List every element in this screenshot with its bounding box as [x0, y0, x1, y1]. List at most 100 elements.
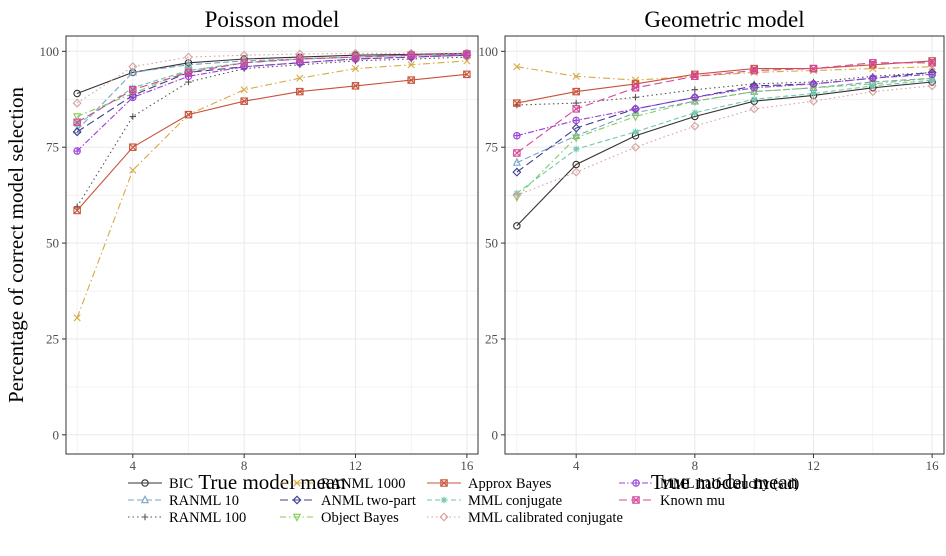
- data-point-mml-calibrated-conjugate: [128, 62, 138, 72]
- data-point-approx-bayes: [184, 110, 193, 119]
- data-point-approx-bayes: [463, 70, 471, 79]
- series-line-mml-calibrated-conjugate: [516, 85, 933, 196]
- data-point-bic: [513, 222, 521, 230]
- legend-item: Approx Bayes: [427, 476, 552, 492]
- data-point-known-mu: [513, 149, 521, 157]
- series-line-ranml-1000: [516, 66, 933, 81]
- data-point-approx-bayes: [129, 143, 137, 151]
- legend-marker: [440, 479, 448, 487]
- data-point-ranml-1000: [572, 72, 580, 80]
- legend-label: RANML 10: [169, 493, 239, 509]
- data-point-anml-two-part: [512, 167, 522, 177]
- legend-label: Known mu: [660, 493, 725, 509]
- data-point-ranml-100: [73, 203, 81, 210]
- x-axis-title: True model mean: [198, 470, 346, 494]
- data-point-anml-two-part: [72, 127, 82, 137]
- data-point-mml-calibrated-conjugate: [690, 121, 700, 131]
- legend-item: MML calibrated conjugate: [427, 510, 623, 526]
- y-tick-label: 75: [46, 140, 59, 155]
- legend-marker: [292, 513, 302, 522]
- data-point-mml-half-cauchy-s-d: [296, 59, 304, 67]
- x-tick-label: 4: [130, 458, 137, 473]
- legend-label: Object Bayes: [321, 510, 399, 526]
- legend-label: BIC: [169, 476, 193, 492]
- data-point-mml-calibrated-conjugate: [927, 81, 937, 91]
- data-point-ranml-1000: [296, 74, 304, 82]
- data-point-approx-bayes: [240, 97, 248, 105]
- data-point-known-mu: [691, 72, 699, 81]
- legend-marker: [632, 479, 640, 487]
- series-line-mml-half-cauchy-s-d: [516, 73, 933, 137]
- data-point-mml-conjugate: [632, 128, 639, 136]
- x-tick-label: 16: [926, 458, 940, 473]
- x-tick-label: 8: [241, 458, 248, 473]
- series-line-approx-bayes: [76, 73, 467, 211]
- data-point-approx-bayes: [296, 87, 304, 96]
- data-point-known-mu: [631, 84, 640, 92]
- data-point-ranml-1000: [351, 65, 360, 73]
- data-point-mml-conjugate: [129, 84, 137, 91]
- data-point-known-mu: [463, 50, 471, 58]
- data-point-mml-conjugate: [73, 121, 81, 128]
- data-point-mml-conjugate: [691, 109, 699, 116]
- data-point-mml-calibrated-conjugate: [295, 49, 305, 59]
- x-tick-label: 4: [573, 458, 580, 473]
- y-tick-label: 100: [479, 44, 499, 59]
- legend-label: MML half-Cauchy (s.d): [660, 476, 799, 492]
- legend-item: MML conjugate: [427, 493, 562, 509]
- legend-item: RANML 100: [128, 510, 246, 526]
- series-line-ranml-1000: [76, 60, 467, 319]
- legend-marker: [141, 479, 149, 487]
- legend-marker: [439, 512, 449, 522]
- series-line-approx-bayes: [516, 60, 933, 104]
- data-point-mml-half-cauchy-s-d: [513, 131, 521, 140]
- legend-marker: [632, 496, 640, 504]
- data-point-approx-bayes: [407, 76, 415, 84]
- data-point-mml-calibrated-conjugate: [809, 96, 818, 106]
- panel-poisson: 4 8 12 16 0 25 50 75 100 Poisson model True model …: [4, 7, 479, 494]
- legend-label: RANML 100: [169, 510, 246, 526]
- plot-background: [505, 36, 944, 454]
- series-line-ranml-10: [76, 53, 467, 131]
- x-tick-label: 12: [349, 458, 362, 473]
- data-point-known-mu: [73, 118, 81, 127]
- series-line-bic: [516, 81, 933, 227]
- series-line-bic: [76, 52, 467, 95]
- legend-item: MML half-Cauchy (s.d): [619, 476, 799, 492]
- data-point-known-mu: [869, 59, 877, 67]
- legend-marker: [440, 496, 448, 504]
- data-point-mml-half-cauchy-s-d: [809, 80, 818, 88]
- panel-geometric: 4 8 12 16 0 25 50 75 100 Geometric model True mode…: [479, 7, 945, 494]
- series-line-ranml-100: [516, 71, 933, 106]
- panel-border: [504, 35, 945, 455]
- data-point-mml-conjugate: [928, 76, 936, 84]
- data-point-ranml-10: [128, 67, 137, 76]
- data-point-mml-half-cauchy-s-d: [572, 116, 580, 125]
- data-point-mml-calibrated-conjugate: [631, 142, 640, 152]
- data-point-approx-bayes: [351, 82, 360, 90]
- y-tick-label: 25: [46, 331, 59, 346]
- legend-item: BIC: [128, 476, 193, 492]
- legend-label: RANML 1000: [321, 476, 405, 492]
- data-point-ranml-100: [691, 86, 699, 93]
- data-point-ranml-100: [129, 113, 137, 120]
- legend-label: ANML two-part: [321, 493, 416, 509]
- data-point-known-mu: [809, 64, 818, 73]
- series-line-known-mu: [76, 53, 467, 123]
- legend-item: ANML two-part: [280, 493, 416, 509]
- data-point-mml-conjugate: [869, 82, 877, 90]
- data-point-known-mu: [296, 55, 304, 63]
- legend-item: Object Bayes: [280, 510, 399, 526]
- data-point-mml-conjugate: [185, 67, 192, 74]
- data-point-known-mu: [928, 59, 936, 67]
- data-point-known-mu: [240, 59, 248, 67]
- data-point-mml-calibrated-conjugate: [72, 98, 82, 108]
- data-point-ranml-1000: [463, 57, 471, 65]
- data-point-approx-bayes: [73, 206, 81, 215]
- data-point-ranml-100: [632, 94, 639, 101]
- data-point-object-bayes: [73, 113, 82, 122]
- y-tick-label: 50: [46, 236, 59, 251]
- legend-item: RANML 1000: [280, 476, 405, 492]
- data-point-known-mu: [351, 53, 360, 61]
